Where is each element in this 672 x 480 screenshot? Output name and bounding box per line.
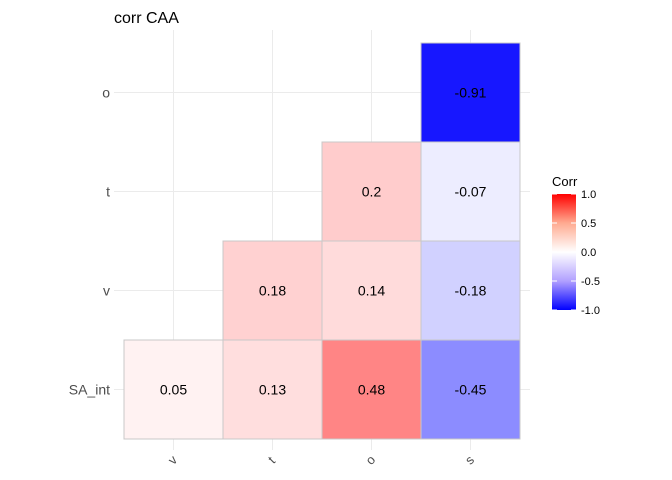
legend: Corr 1.0 0.5 0.0 -0.5 -1.0	[552, 174, 600, 317]
heatmap-cell-SA_int-s	[420, 339, 521, 440]
legend-tick-label: -0.5	[581, 276, 600, 288]
heatmap-cell-t-s	[420, 141, 521, 242]
cell-value-label: 0.18	[259, 283, 286, 299]
cell-value-label: -0.07	[455, 184, 487, 200]
heatmap-cell-t-o	[321, 141, 422, 242]
legend-tick-label: -1.0	[581, 305, 600, 317]
cell-value-label: 0.48	[358, 382, 385, 398]
legend-title: Corr	[552, 174, 578, 189]
legend-tick-label: 0.5	[581, 218, 596, 230]
heatmap-cell-SA_int-t	[222, 339, 323, 440]
legend-ticks: 1.0 0.5 0.0 -0.5 -1.0	[552, 189, 600, 317]
cell-value-label: 0.05	[160, 382, 187, 398]
heatmap-cell-SA_int-o	[321, 339, 422, 440]
x-tick-label-t: t	[265, 453, 278, 466]
y-tick-label-v: v	[103, 283, 110, 299]
legend-tick-label: 0.0	[581, 247, 596, 259]
y-tick-label-t: t	[106, 184, 110, 200]
cell-labels: 0.05 0.13 0.48 -0.45 0.18 0.14 -0.18 0.2 -0.07 -0…	[160, 85, 487, 398]
x-tick-label-s: s	[462, 452, 478, 468]
heatmap-cells	[123, 42, 521, 440]
legend-tick-label: 1.0	[581, 189, 596, 201]
cell-value-label: 0.13	[259, 382, 286, 398]
y-axis-ticks: SA_int v t o	[69, 85, 110, 398]
cell-value-label: -0.91	[455, 85, 487, 101]
y-tick-label-SA_int: SA_int	[69, 382, 110, 398]
x-tick-label-o: o	[363, 452, 379, 468]
chart-title: corr CAA	[114, 10, 179, 27]
cell-value-label: -0.18	[455, 283, 487, 299]
cell-value-label: 0.14	[358, 283, 385, 299]
cell-value-label: 0.2	[362, 184, 382, 200]
heatmap-cell-SA_int-v	[123, 339, 224, 440]
cell-value-label: -0.45	[455, 382, 487, 398]
heatmap-cell-o-s	[420, 42, 521, 143]
x-tick-label-v: v	[165, 452, 181, 468]
y-tick-label-o: o	[102, 85, 110, 101]
